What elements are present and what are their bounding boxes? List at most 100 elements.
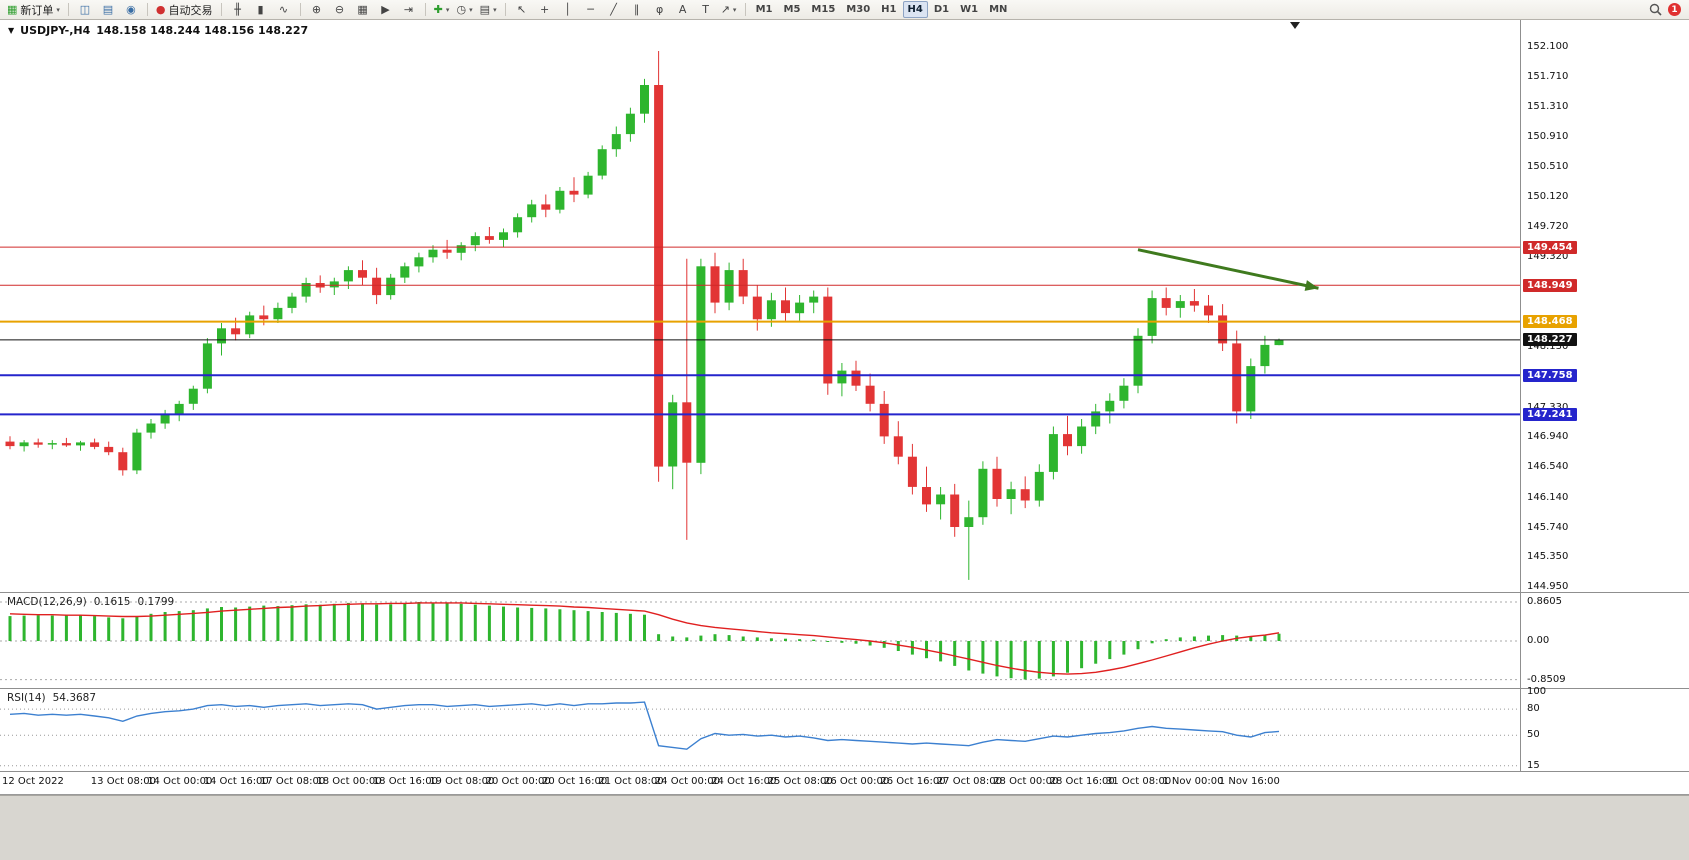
fibonacci-icon: φ <box>655 2 664 16</box>
templates-button[interactable]: ▤ ▾ <box>477 1 500 19</box>
bar-chart-icon: ╫ <box>234 2 241 16</box>
new-order-button[interactable]: ▦ 新订单 ▾ <box>4 1 63 19</box>
time-axis[interactable]: 12 Oct 2022 13 Oct 08:00 14 Oct 00:00 14 Oc… <box>0 772 1689 795</box>
auto-scroll-button[interactable]: ▶ <box>375 1 397 19</box>
horizontal-lines-layer[interactable] <box>0 246 1520 416</box>
price-tick: 152.100 <box>1527 41 1569 53</box>
new-order-button-label: 新订单 <box>20 3 54 17</box>
toolbar-separator <box>424 3 426 16</box>
channel-icon: ∥ <box>633 2 640 16</box>
timeframe-mn-button[interactable]: MN <box>989 4 1008 15</box>
price-tick: 147.330 <box>1527 402 1568 413</box>
periods-button[interactable]: ◷ ▾ <box>454 1 476 19</box>
toolbar-group: ⊕ ⊖ ▦ ▶ ⇥ <box>306 1 420 19</box>
time-label: 24 Oct 00:00 <box>654 776 720 787</box>
timeframe-m5-button[interactable]: M5 <box>783 4 801 15</box>
horizontal-line-button[interactable]: ─ <box>580 1 602 19</box>
indicators-button[interactable]: ✚ ▾ <box>431 1 453 19</box>
autotrading-button[interactable]: ● 自动交易 <box>153 1 216 19</box>
fibonacci-button[interactable]: φ <box>649 1 671 19</box>
price-tick: 144.950 <box>1527 581 1569 593</box>
channel-button[interactable]: ∥ <box>626 1 648 19</box>
time-label: 14 Oct 00:00 <box>147 776 213 787</box>
arrows-icon: ↗ <box>720 2 730 16</box>
chevron-down-icon: ▾ <box>445 5 450 14</box>
autotrading-icon: ● <box>155 2 166 16</box>
time-label: 1 Nov 16:00 <box>1218 776 1280 787</box>
search-icon[interactable] <box>1649 3 1662 16</box>
templates-icon: ▤ <box>479 2 491 16</box>
price-tick: 150.910 <box>1527 131 1569 143</box>
price-tick: 146.540 <box>1527 461 1569 473</box>
price-tick: 145.350 <box>1527 551 1569 563</box>
time-label: 20 Oct 16:00 <box>542 776 608 787</box>
autotrading-button-label: 自动交易 <box>168 3 213 17</box>
candlestick-plot[interactable] <box>0 20 1520 592</box>
macd-scale-label: 0.00 <box>1527 635 1550 646</box>
new-chart-button[interactable]: ◫ <box>74 1 96 19</box>
toolbar-group: ╫ ▮ ∿ <box>227 1 295 19</box>
label-button[interactable]: T <box>695 1 717 19</box>
zoom-out-button[interactable]: ⊖ <box>329 1 351 19</box>
chart-shift-button[interactable]: ⇥ <box>398 1 420 19</box>
macd-signal-value: 0.1799 <box>137 596 175 608</box>
notification-badge[interactable]: 1 <box>1668 3 1681 16</box>
arrow-annotation[interactable] <box>1137 248 1319 291</box>
market-watch-button[interactable]: ◉ <box>120 1 142 19</box>
candlestick-chart-icon: ▮ <box>257 2 264 16</box>
candles-layer <box>5 51 1284 580</box>
price-badge: 148.227 <box>1523 333 1577 347</box>
line-chart-button[interactable]: ∿ <box>273 1 295 19</box>
trendline-icon: ╱ <box>610 2 617 16</box>
toolbar-group: ↖ + │ ─ ╱ ∥ φ A T ↗ ▾ <box>511 1 740 19</box>
toolbar-separator <box>220 3 222 16</box>
time-label: 25 Oct 08:00 <box>767 776 833 787</box>
timeframe-m15-button[interactable]: M15 <box>811 4 836 15</box>
rsi-plot <box>0 701 1520 767</box>
timeframe-h4-button[interactable]: H4 <box>902 1 928 18</box>
price-tick: 150.510 <box>1527 161 1569 173</box>
price-badge: 147.241 <box>1523 407 1577 421</box>
price-badge: 149.454 <box>1523 240 1577 254</box>
chevron-down-icon: ▾ <box>56 5 60 14</box>
time-label: 27 Oct 08:00 <box>936 776 1002 787</box>
timeframe-m30-button[interactable]: M30 <box>846 4 871 15</box>
text-button[interactable]: A <box>672 1 694 19</box>
tile-windows-button[interactable]: ▦ <box>352 1 374 19</box>
candlestick-chart-button[interactable]: ▮ <box>250 1 272 19</box>
cursor-button[interactable]: ↖ <box>511 1 533 19</box>
price-tick: 149.320 <box>1527 251 1569 263</box>
toolbar-separator <box>299 3 301 16</box>
chart-title: ▼ USDJPY-,H4 148.158 148.244 148.156 148… <box>8 24 308 37</box>
text-icon: A <box>678 2 687 16</box>
timeframe-group: M1 M5 M15 M30 H1 H4 D1 W1 MN <box>751 1 1013 18</box>
price-tick: 145.740 <box>1527 521 1569 533</box>
time-label: 17 Oct 08:00 <box>260 776 326 787</box>
chevron-down-icon: ▾ <box>469 5 473 14</box>
time-label: 12 Oct 2022 <box>2 776 64 787</box>
time-label: 28 Oct 16:00 <box>1049 776 1115 787</box>
rsi-scale-label: 50 <box>1527 729 1540 741</box>
price-axis[interactable]: 152.100 151.710 151.310 150.910 150.510 150.1… <box>1520 20 1689 592</box>
time-label: 14 Oct 16:00 <box>203 776 269 787</box>
crosshair-button[interactable]: + <box>534 1 556 19</box>
timeframe-d1-button[interactable]: D1 <box>933 4 950 15</box>
toolbar-separator <box>67 3 69 16</box>
chart-shift-marker[interactable] <box>1290 22 1300 29</box>
profiles-button[interactable]: ▤ <box>97 1 119 19</box>
timeframe-w1-button[interactable]: W1 <box>960 4 979 15</box>
collapse-icon[interactable]: ▼ <box>8 26 15 35</box>
price-tick: 150.120 <box>1527 190 1569 202</box>
timeframe-h1-button[interactable]: H1 <box>881 4 897 15</box>
status-bar <box>0 795 1689 860</box>
timeframe-m1-button[interactable]: M1 <box>755 4 773 15</box>
trendline-button[interactable]: ╱ <box>603 1 625 19</box>
bar-chart-button[interactable]: ╫ <box>227 1 249 19</box>
arrows-button[interactable]: ↗ ▾ <box>718 1 740 19</box>
tile-windows-icon: ▦ <box>357 2 368 16</box>
symbol-period-label: USDJPY-,H4 <box>20 24 91 37</box>
time-label: 26 Oct 00:00 <box>824 776 890 787</box>
zoom-in-button[interactable]: ⊕ <box>306 1 328 19</box>
vertical-line-button[interactable]: │ <box>557 1 579 19</box>
